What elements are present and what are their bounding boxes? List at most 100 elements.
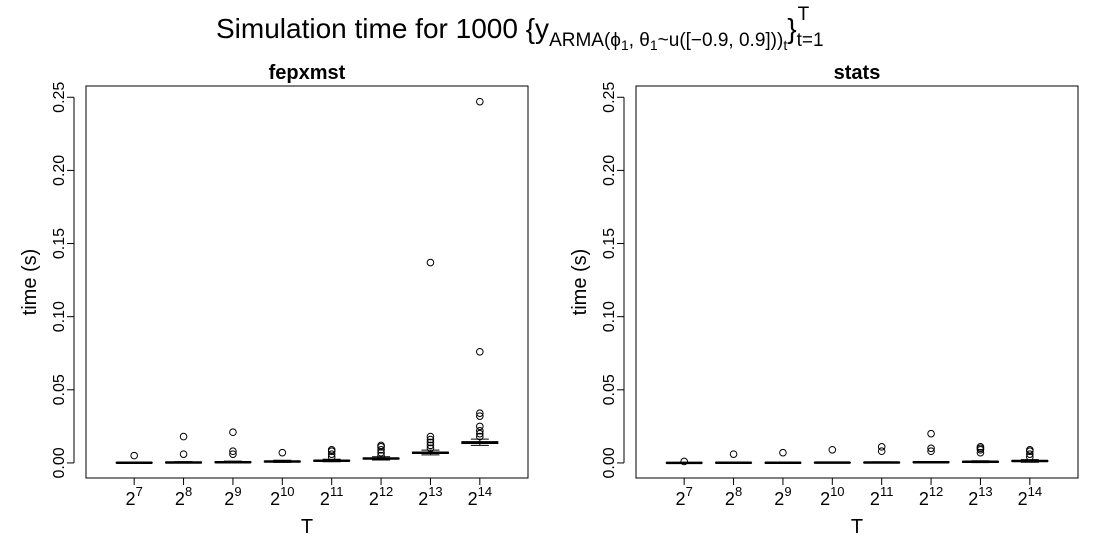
x-tick-exp: 13 <box>428 484 442 499</box>
x-tick-base: 2 <box>224 489 234 509</box>
x-tick-label: 210 <box>270 484 294 509</box>
x-tick-label: 214 <box>468 484 492 509</box>
y-tick-label: 0.25 <box>601 82 618 113</box>
outlier <box>229 447 237 456</box>
x-tick-label: 213 <box>968 484 992 509</box>
outlier <box>426 435 435 444</box>
outlier <box>476 429 484 438</box>
x-tick-label: 28 <box>175 484 192 509</box>
title-part: T <box>798 4 810 25</box>
x-tick-label: 214 <box>1018 484 1042 509</box>
x-tick-label: 212 <box>919 484 943 509</box>
x-tick-base: 2 <box>468 489 478 509</box>
x-tick-exp: 9 <box>234 484 241 499</box>
outlier <box>476 432 484 441</box>
title-part: ~u([−0.9, 0.9])) <box>658 30 784 51</box>
y-axis-label: time (s) <box>19 249 41 316</box>
x-tick-base: 2 <box>919 489 929 509</box>
outlier <box>278 448 287 457</box>
x-tick-label: 27 <box>676 484 693 509</box>
outlier <box>1026 450 1034 458</box>
title-part: ARMA(ϕ <box>549 30 621 51</box>
x-tick-base: 2 <box>870 489 880 509</box>
outlier <box>680 457 688 466</box>
x-tick-label: 27 <box>126 484 143 509</box>
outlier <box>377 448 385 457</box>
y-tick-label: 0.15 <box>601 228 618 259</box>
outlier <box>927 444 935 453</box>
outlier <box>476 97 484 106</box>
x-tick-base: 2 <box>126 489 136 509</box>
title-part: Simulation time for 1000 {y <box>216 13 549 44</box>
x-tick-base: 2 <box>725 489 735 509</box>
x-tick-base: 2 <box>820 489 830 509</box>
x-tick-exp: 12 <box>929 484 943 499</box>
outlier <box>426 438 435 447</box>
outlier <box>927 447 935 456</box>
x-tick-exp: 9 <box>784 484 791 499</box>
y-tick-label: 0.20 <box>51 155 68 186</box>
outlier <box>130 451 138 460</box>
main-title: Simulation time for 1000 {yARMA(ϕ1, θ1~u… <box>216 13 824 53</box>
outlier <box>229 450 237 458</box>
outlier <box>426 444 435 453</box>
panel-title: stats <box>834 62 881 84</box>
outlier <box>327 453 336 461</box>
outlier <box>976 448 985 457</box>
outlier <box>1026 447 1034 456</box>
title-part: , θ <box>629 30 650 51</box>
x-tick-exp: 14 <box>478 484 492 499</box>
y-tick-label: 0.00 <box>51 447 68 478</box>
outlier <box>476 409 484 418</box>
outlier <box>779 448 787 457</box>
outlier <box>327 450 336 458</box>
x-tick-exp: 11 <box>880 484 894 499</box>
plot-frame <box>85 85 529 479</box>
y-tick-label: 0.05 <box>51 374 68 405</box>
outlier <box>377 445 385 454</box>
x-tick-label: 211 <box>870 484 894 509</box>
x-tick-base: 2 <box>175 489 185 509</box>
x-tick-exp: 8 <box>185 484 192 499</box>
x-tick-exp: 10 <box>280 484 294 499</box>
outlier <box>729 450 738 458</box>
y-axis-label: time (s) <box>569 249 591 316</box>
outlier <box>476 426 484 435</box>
outlier <box>426 258 435 267</box>
x-tick-label: 28 <box>725 484 742 509</box>
x-tick-base: 2 <box>968 489 978 509</box>
panel-title: fepxmst <box>269 62 346 84</box>
x-tick-exp: 11 <box>330 484 344 499</box>
title-part: 1 <box>621 37 629 53</box>
outlier <box>377 451 385 460</box>
outlier <box>179 450 188 458</box>
x-tick-exp: 7 <box>686 484 693 499</box>
x-tick-label: 213 <box>418 484 442 509</box>
outlier <box>179 432 188 441</box>
y-tick-label: 0.00 <box>601 447 618 478</box>
x-tick-label: 212 <box>369 484 393 509</box>
plot-frame <box>635 85 1079 479</box>
x-tick-exp: 13 <box>978 484 992 499</box>
x-tick-label: 210 <box>820 484 844 509</box>
x-tick-exp: 8 <box>735 484 742 499</box>
x-tick-label: 29 <box>224 484 241 509</box>
title-part: t=1 <box>797 30 824 51</box>
x-tick-base: 2 <box>1018 489 1028 509</box>
title-part: 1 <box>650 37 658 53</box>
outlier <box>877 443 886 451</box>
outlier <box>1026 453 1034 461</box>
x-axis-label: T <box>851 516 863 538</box>
x-tick-label: 211 <box>320 484 344 509</box>
outlier <box>229 428 237 437</box>
y-tick-label: 0.10 <box>51 301 68 332</box>
x-tick-base: 2 <box>320 489 330 509</box>
y-tick-label: 0.10 <box>601 301 618 332</box>
outlier <box>877 447 886 456</box>
x-tick-base: 2 <box>418 489 428 509</box>
outlier <box>426 441 435 450</box>
title-part: t <box>783 37 787 53</box>
outlier <box>927 429 935 438</box>
